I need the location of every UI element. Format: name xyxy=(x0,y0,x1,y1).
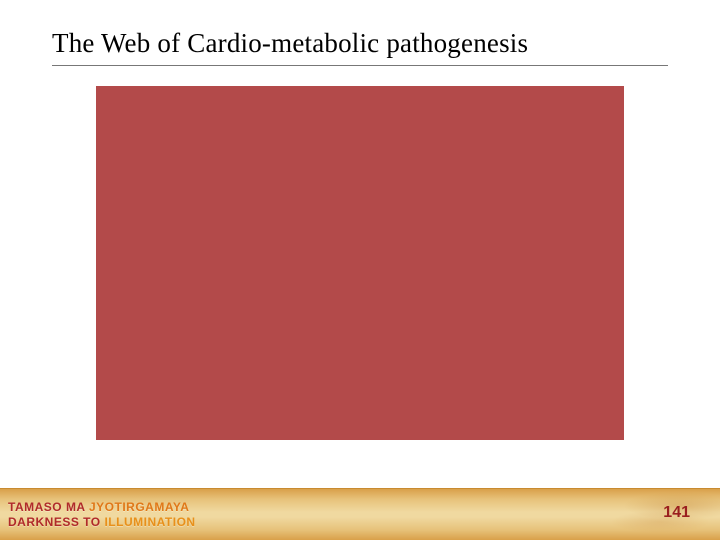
motto-1a: TAMASO MA xyxy=(8,500,89,514)
page-number: 141 xyxy=(663,504,690,522)
motto-1b: JYOTIRGAMAYA xyxy=(89,500,189,514)
motto-2b: ILLUMINATION xyxy=(104,515,195,529)
motto-line-1: TAMASO MA JYOTIRGAMAYA xyxy=(8,500,196,515)
content-placeholder xyxy=(96,86,624,440)
motto-line-2: DARKNESS TO ILLUMINATION xyxy=(8,515,196,530)
slide: The Web of Cardio-metabolic pathogenesis… xyxy=(0,0,720,540)
footer-bar: TAMASO MA JYOTIRGAMAYA DARKNESS TO ILLUM… xyxy=(0,488,720,540)
motto-2a: DARKNESS TO xyxy=(8,515,104,529)
title-area: The Web of Cardio-metabolic pathogenesis xyxy=(52,28,668,66)
slide-title: The Web of Cardio-metabolic pathogenesis xyxy=(52,28,668,59)
footer-motto: TAMASO MA JYOTIRGAMAYA DARKNESS TO ILLUM… xyxy=(8,500,196,530)
title-underline xyxy=(52,65,668,66)
footer-texture xyxy=(560,488,720,540)
